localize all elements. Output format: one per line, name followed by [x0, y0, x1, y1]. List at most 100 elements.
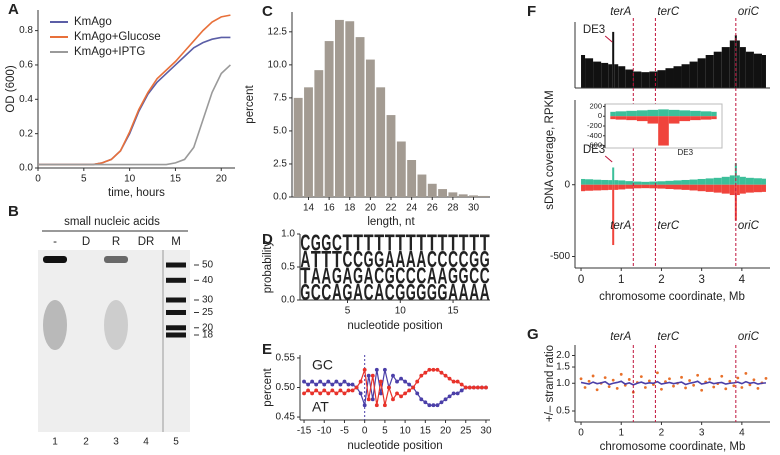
coverage-bar: [713, 177, 722, 185]
logo-letter: G: [353, 263, 363, 289]
point: [720, 374, 724, 378]
lane-number: 2: [83, 437, 89, 448]
logo-letter: G: [343, 279, 353, 305]
point: [579, 377, 583, 381]
y-tick-label: 0.6: [19, 60, 33, 71]
coverage-bar: [618, 180, 626, 185]
logo-letter: A: [469, 279, 479, 305]
x-tick-label: 5: [382, 426, 388, 437]
coverage-bar: [649, 71, 658, 88]
coverage-bar: [614, 184, 619, 190]
logo-letter: A: [353, 279, 363, 305]
logo-letter: C: [343, 246, 353, 272]
logo-letter: T: [416, 230, 426, 256]
point: [696, 373, 700, 377]
x-tick-label: 24: [406, 203, 418, 214]
x-tick-label: 0: [35, 174, 41, 185]
x-tick-label: 2: [658, 274, 664, 286]
logo-letter: C: [469, 263, 479, 289]
x-tick-label: 15: [420, 426, 432, 437]
reference-label: terC: [657, 331, 679, 343]
annotation-arrow: [604, 155, 613, 163]
logo-letter: A: [459, 279, 469, 305]
logo-letter: C: [480, 263, 490, 289]
x-tick-label: 28: [447, 203, 459, 214]
inset-bar: [615, 116, 627, 120]
panel-letter: A: [8, 1, 19, 18]
coverage-bar: [713, 51, 722, 88]
coverage-bar: [689, 61, 698, 88]
x-tick-label: 0: [362, 426, 368, 437]
point: [748, 383, 752, 387]
logo-letter: C: [364, 279, 374, 305]
logo-letter: A: [374, 279, 384, 305]
coverage-bar: [601, 62, 609, 88]
x-axis-label: nucleotide position: [347, 320, 442, 332]
coverage-bar: [612, 167, 615, 185]
point: [688, 379, 691, 382]
logo-letter: T: [448, 230, 458, 256]
marker-band: [166, 297, 186, 303]
logo-letter: C: [300, 230, 310, 256]
point: [740, 386, 744, 389]
coverage-bar: [665, 68, 674, 88]
bar: [469, 195, 478, 197]
y-axis-label: +/– strand ratio: [544, 345, 556, 422]
logo-letter: G: [321, 230, 331, 256]
logo-letter: C: [321, 279, 331, 305]
x-axis-label: chromosome coordinate, Mb: [599, 291, 745, 303]
reference-label: terC: [657, 6, 679, 18]
reference-label: terA: [610, 6, 631, 18]
inset-bar: [690, 116, 701, 121]
bar: [479, 195, 489, 197]
coverage-bar: [601, 179, 609, 185]
coverage-bar: [745, 184, 754, 193]
coverage-bar: [625, 184, 634, 189]
inset-bar: [615, 111, 627, 117]
coverage-bar: [614, 64, 619, 88]
x-tick-label: 15: [447, 306, 459, 317]
inset-bar: [668, 116, 680, 124]
coverage-bar: [593, 61, 602, 88]
logo-letter: A: [332, 279, 342, 305]
point: [700, 388, 704, 392]
logo-letter: A: [321, 263, 331, 289]
y-tick-label: 5.0: [273, 126, 287, 137]
logo-letter: G: [416, 279, 426, 305]
inset-tick-label: -600: [587, 141, 602, 150]
logo-letter: G: [311, 230, 321, 256]
coverage-bar: [697, 178, 706, 185]
coverage-bar: [761, 55, 766, 88]
coverage-bar: [753, 53, 762, 88]
coverage-bar: [689, 179, 698, 185]
coverage-bar: [753, 178, 762, 185]
coverage-bar: [721, 176, 730, 185]
logo-letter: G: [480, 246, 490, 272]
bar: [417, 174, 427, 197]
reference-label: oriC: [738, 220, 760, 232]
coverage-bar: [681, 184, 690, 190]
marker-label: 30: [202, 295, 214, 306]
gel: [38, 250, 190, 432]
y-tick-label: 0.50: [276, 382, 296, 393]
coverage-bar: [713, 184, 722, 193]
annotation: DE3: [678, 148, 694, 157]
point: [643, 386, 647, 389]
coverage-bar: [705, 55, 714, 88]
logo-letter: A: [448, 279, 458, 305]
inset-bar: [610, 111, 616, 117]
lane-label: R: [112, 236, 120, 248]
logo-letter: T: [321, 246, 331, 272]
panel-letter: B: [8, 203, 19, 220]
coverage-bar: [705, 184, 714, 192]
x-tick-label: 1: [618, 428, 624, 439]
coverage-bar: [736, 40, 740, 88]
bar: [386, 115, 396, 197]
x-tick-label: 20: [440, 426, 452, 437]
well-band: [104, 256, 128, 263]
coverage-bar: [705, 178, 714, 185]
inset-bar: [610, 116, 616, 120]
logo-letter: C: [311, 279, 321, 305]
point: [607, 385, 611, 388]
logo-letter: T: [332, 246, 342, 272]
